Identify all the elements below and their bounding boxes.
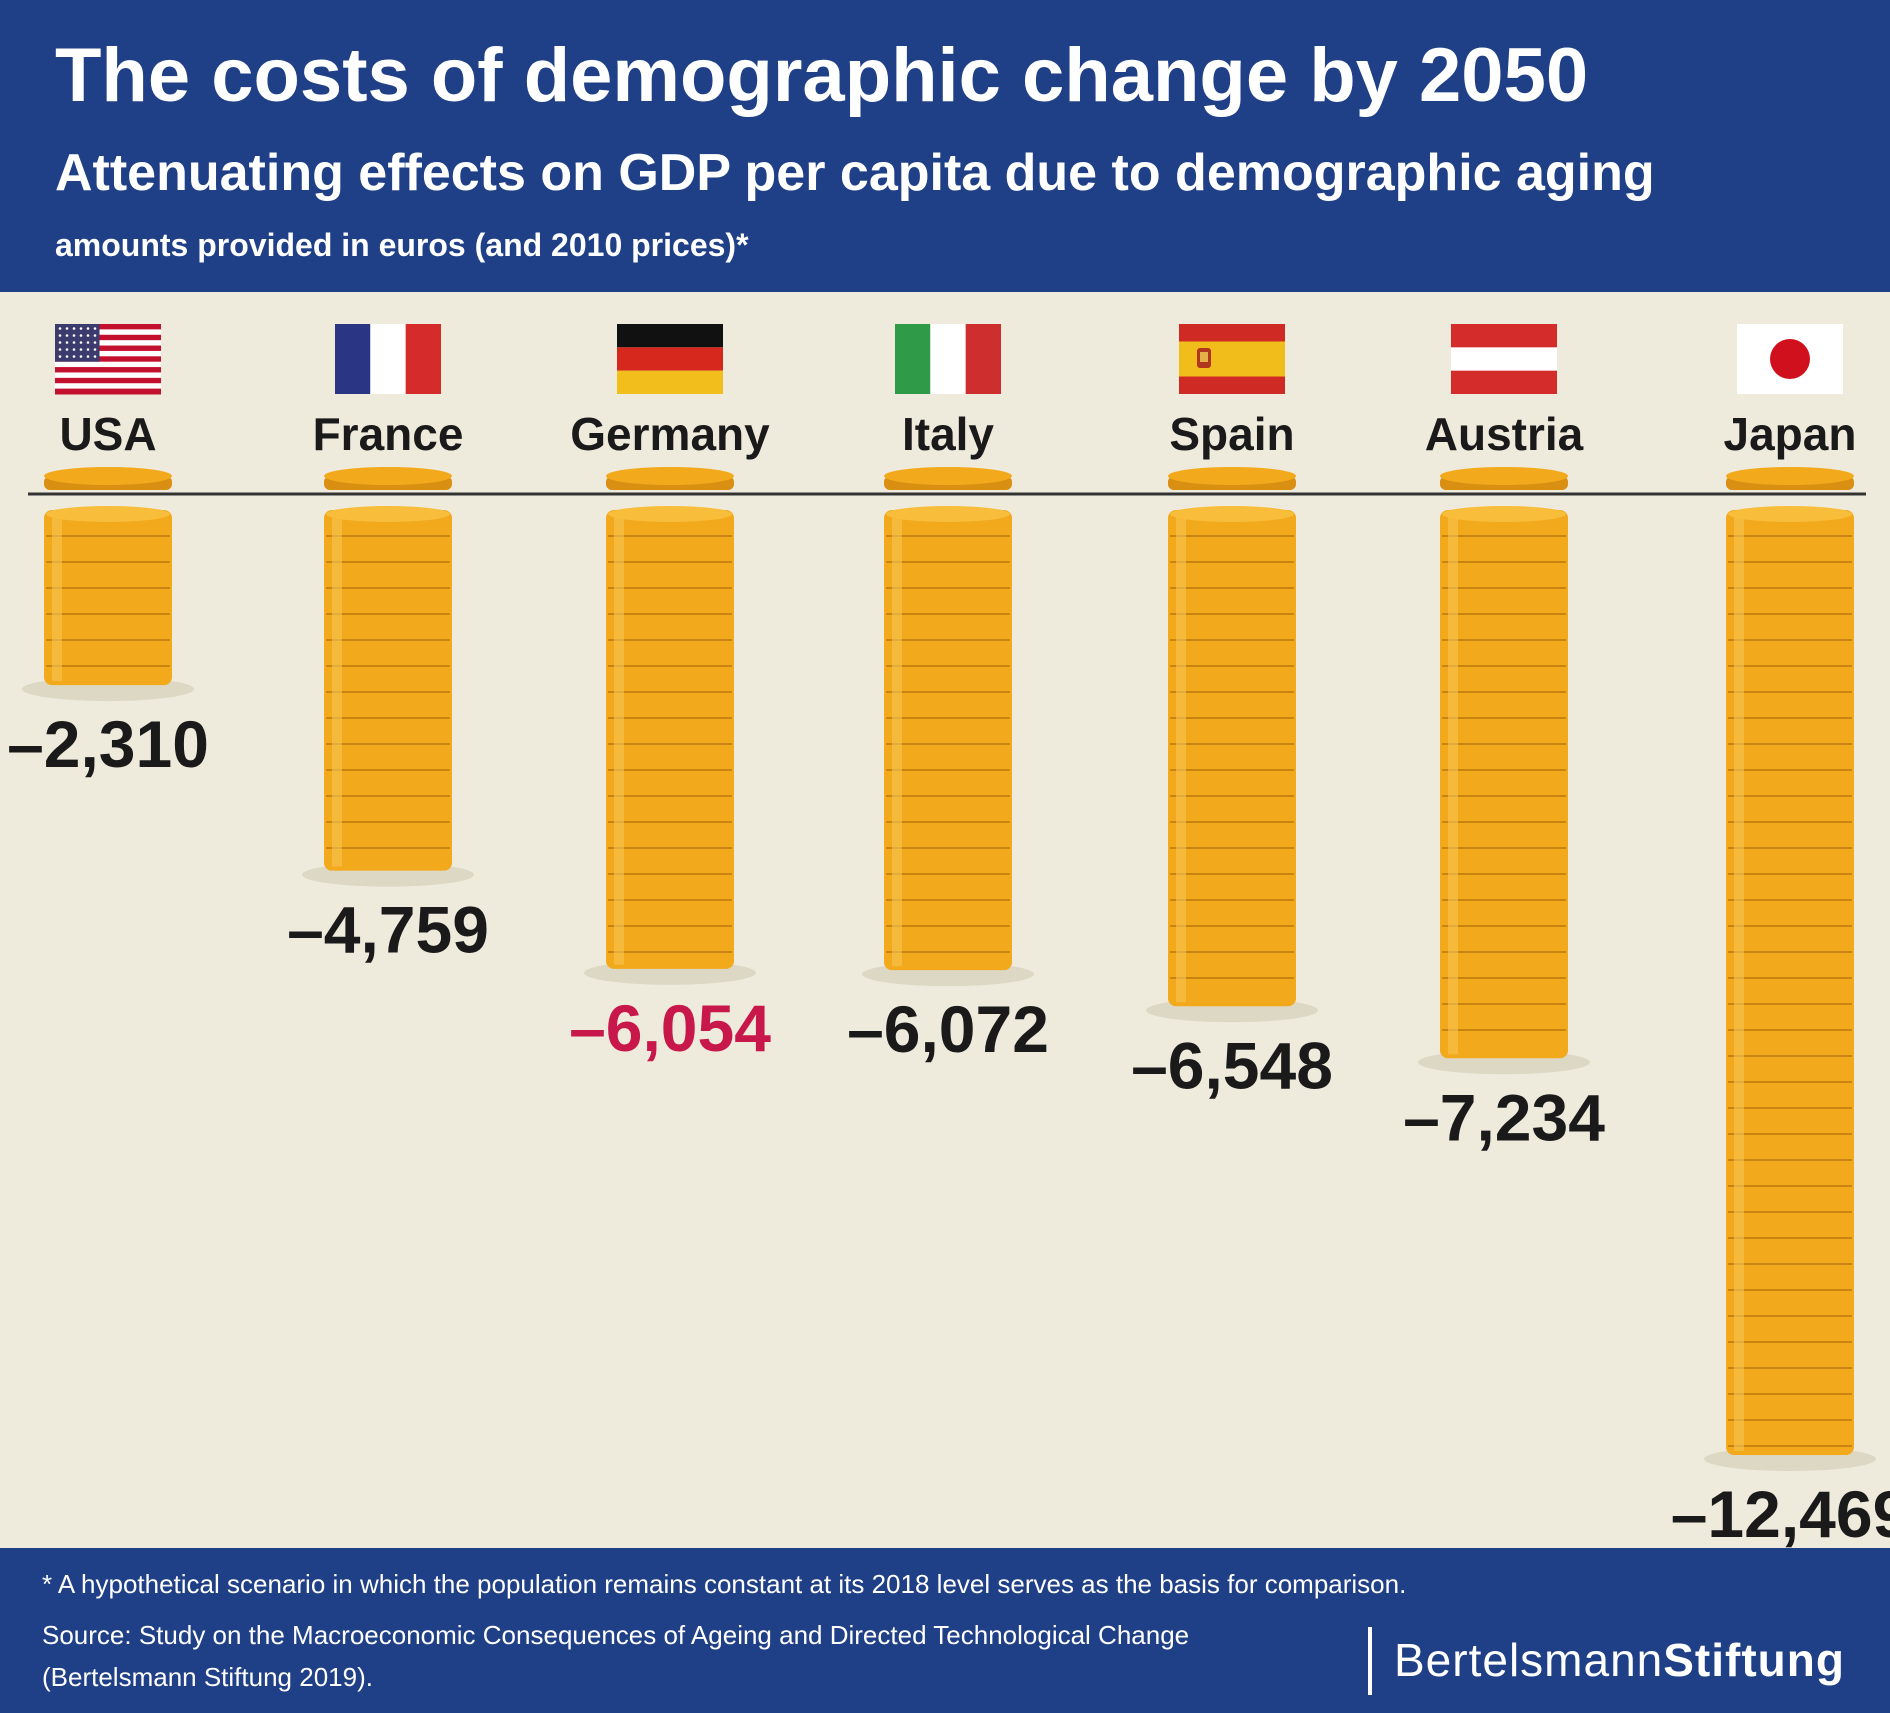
chart-title: The costs of demographic change by 2050 xyxy=(55,33,1589,118)
value-label-usa: –2,310 xyxy=(7,707,209,781)
france-flag-icon xyxy=(335,324,441,394)
top-coin-spain xyxy=(1168,467,1296,490)
italy-flag-icon xyxy=(895,324,1001,394)
bar-italy xyxy=(884,506,1012,971)
top-coin-italy xyxy=(884,467,1012,490)
country-label-japan: Japan xyxy=(1724,408,1857,460)
spain-flag-icon xyxy=(1179,324,1285,394)
bar-usa xyxy=(44,506,172,686)
top-coin-japan xyxy=(1726,467,1854,490)
value-label-germany: –6,054 xyxy=(569,991,771,1065)
top-coin-france xyxy=(324,467,452,490)
bertelsmann-stiftung-logo: BertelsmannStiftung xyxy=(1394,1630,1845,1690)
country-label-france: France xyxy=(313,408,464,460)
value-label-france: –4,759 xyxy=(287,893,489,967)
value-label-japan: –12,469 xyxy=(1671,1477,1890,1551)
top-coin-usa xyxy=(44,467,172,490)
footer: * A hypothetical scenario in which the p… xyxy=(0,1548,1890,1713)
bar-france xyxy=(324,506,452,871)
chart-subtitle: Attenuating effects on GDP per capita du… xyxy=(55,144,1655,202)
value-label-spain: –6,548 xyxy=(1131,1028,1333,1102)
bar-japan xyxy=(1726,506,1854,1455)
bar-austria xyxy=(1440,506,1568,1059)
footnote: * A hypothetical scenario in which the p… xyxy=(42,1569,1407,1599)
country-label-italy: Italy xyxy=(902,408,994,460)
value-label-austria: –7,234 xyxy=(1403,1080,1605,1154)
japan-flag-icon xyxy=(1737,324,1843,394)
austria-flag-icon xyxy=(1451,324,1557,394)
source-note: Source: Study on the Macroeconomic Conse… xyxy=(42,1620,1190,1692)
country-label-usa: USA xyxy=(59,408,156,460)
country-label-austria: Austria xyxy=(1425,408,1584,460)
top-coin-austria xyxy=(1440,467,1568,490)
units-note: amounts provided in euros (and 2010 pric… xyxy=(55,227,749,263)
bar-germany xyxy=(606,506,734,969)
logo-text-part2: Stiftung xyxy=(1663,1634,1845,1686)
value-label-italy: –6,072 xyxy=(847,992,1049,1066)
top-coin-germany xyxy=(606,467,734,490)
germany-flag-icon xyxy=(617,324,723,394)
logo-text-part1: Bertelsmann xyxy=(1394,1634,1664,1686)
country-label-germany: Germany xyxy=(570,408,770,460)
header-banner: The costs of demographic change by 2050 … xyxy=(0,0,1890,292)
logo-divider xyxy=(1368,1627,1372,1695)
bar-spain xyxy=(1168,506,1296,1007)
usa-flag-icon xyxy=(55,324,161,395)
country-label-spain: Spain xyxy=(1169,408,1294,460)
